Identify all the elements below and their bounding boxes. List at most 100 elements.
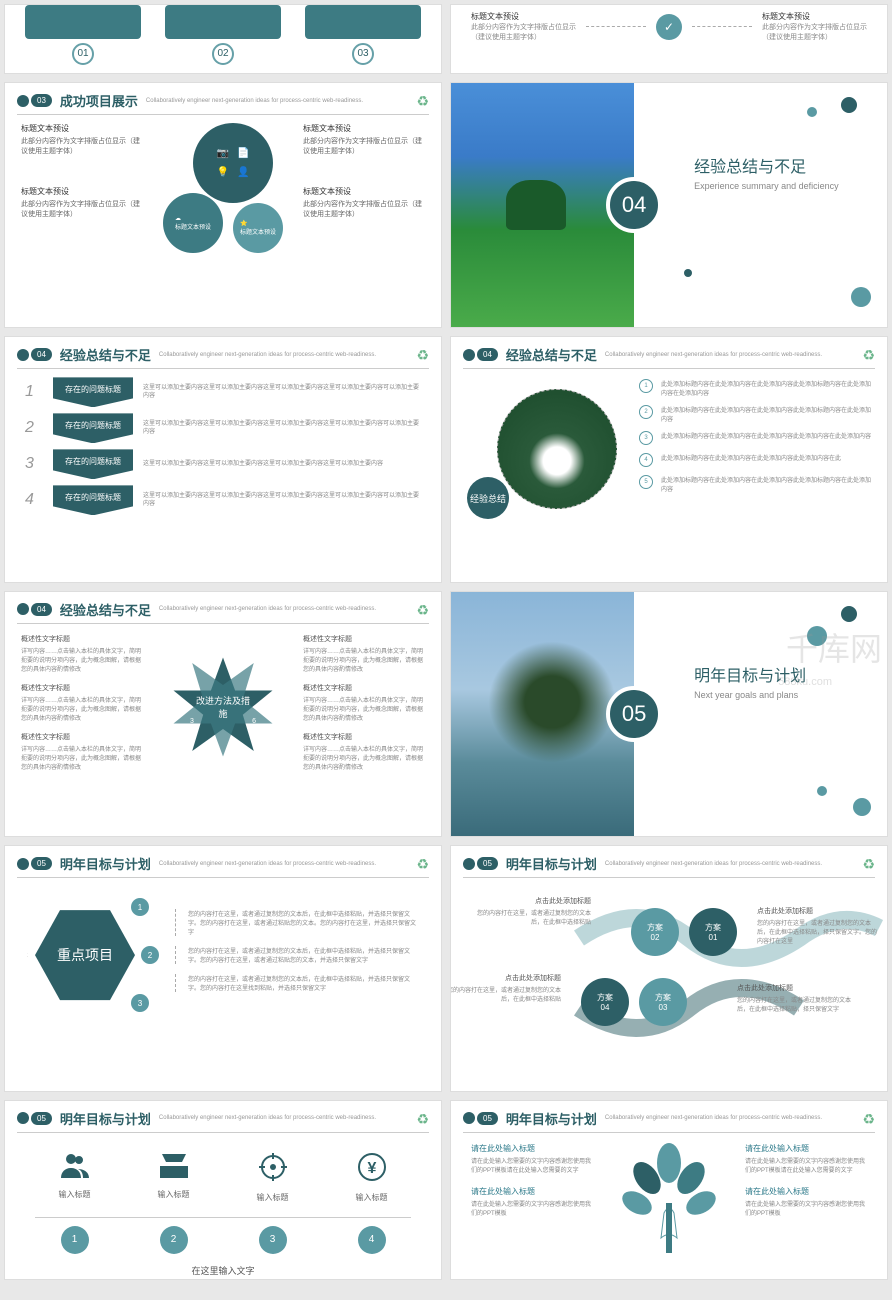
icon-item: 输入标题 xyxy=(134,1153,213,1209)
slide-subtitle: Collaboratively engineer next-generation… xyxy=(146,98,363,104)
list-item: 概述性文字标题详写内容……点击输入本栏的具体文字，简明扼要的说明分项内容，此为概… xyxy=(21,634,143,673)
num-badge: 01 xyxy=(25,43,141,65)
item-body: 此部分内容作为文字排版占位显示（建议使用主题字体） xyxy=(303,136,425,156)
section-number: 04 xyxy=(606,177,662,233)
item-title: 标题文本预设 xyxy=(471,11,576,22)
list-item: 请在此处输入标题请在此处输入您需要的文字内容感谢您使用我们的PPT模板 xyxy=(745,1186,867,1217)
svg-text:¥: ¥ xyxy=(367,1160,376,1177)
slide-title: 经验总结与不足 xyxy=(506,345,597,364)
num-badge: 4 xyxy=(358,1226,386,1254)
slide-title: 成功项目展示 xyxy=(60,91,138,110)
item-title: 标题文本预设 xyxy=(21,186,143,197)
icon-item: 输入标题 xyxy=(35,1153,114,1209)
slide-arrows: 04 经验总结与不足 Collaboratively engineer next… xyxy=(4,336,442,582)
slide-title: 明年目标与计划 xyxy=(60,1109,151,1128)
item-title: 标题文本预设 xyxy=(762,11,867,22)
box xyxy=(165,5,281,39)
list-item: 概述性文字标题详写内容……点击输入本栏的具体文字，简明扼要的说明分项内容，此为概… xyxy=(303,634,425,673)
arrow-shape: 存在的问题标题 xyxy=(53,413,133,443)
slide-subtitle: Collaboratively engineer next-generation… xyxy=(159,861,376,867)
list-item: 概述性文字标题详写内容……点击输入本栏的具体文字，简明扼要的说明分项内容，此为概… xyxy=(21,732,143,771)
list-row: 4 存在的问题标题 这里可以添加主要内容这里可以添加主要内容这里可以添加主要内容… xyxy=(25,485,421,515)
item-body: 此部分内容作为文字排版占位显示（建议使用主题字体） xyxy=(762,22,867,42)
slide-curve: 05 明年目标与计划 Collaboratively engineer next… xyxy=(450,845,888,1091)
slide-subtitle: Collaboratively engineer next-generation… xyxy=(159,352,376,358)
list-item: 点击此处添加标题您的内容打在这里，或者通过复制您的文本后，在此框中选择粘贴 xyxy=(471,896,591,926)
slide-badge: 05 xyxy=(31,1112,52,1125)
slide-title: 明年目标与计划 xyxy=(506,854,597,873)
section-divider-04: 04 经验总结与不足 Experience summary and defici… xyxy=(450,82,888,328)
num-badge: 2 xyxy=(160,1226,188,1254)
num-dot: 1 xyxy=(131,898,149,916)
slide-subtitle: Collaboratively engineer next-generation… xyxy=(605,861,822,867)
list-item: 请在此处输入标题请在此处输入您需要的文字内容感谢您使用我们的PPT模板 xyxy=(471,1186,593,1217)
slide-badge: 05 xyxy=(477,857,498,870)
people-icon xyxy=(35,1153,114,1185)
slide-subtitle: Collaboratively engineer next-generation… xyxy=(159,1115,376,1121)
list-item: 点击此处添加标题您的内容打在这里，或者通过复制您的文本后，在此框中选择粘贴 xyxy=(450,973,561,1003)
plan-circle: 方案02 xyxy=(631,908,679,956)
yen-icon: ¥ xyxy=(332,1153,411,1188)
list-item: 4此处添加标题内容在此处添加内容在此处添加内容此处添加内容在此 xyxy=(639,453,871,467)
section-number: 05 xyxy=(606,686,662,742)
slide-1: 01 02 03 xyxy=(4,4,442,74)
slide-title: 明年目标与计划 xyxy=(60,854,151,873)
bottom-text: 在这里输入文字 xyxy=(35,1264,411,1277)
slide-subtitle: Collaboratively engineer next-generation… xyxy=(605,1115,822,1121)
arrow-shape: 存在的问题标题 xyxy=(53,377,133,407)
list-item: 请在此处输入标题请在此处输入您需要的文字内容感谢您使用我们的PPT模板请在此处输… xyxy=(745,1143,867,1174)
star-label: 改进方法及措施 xyxy=(196,694,251,720)
icon-item: 输入标题 xyxy=(233,1153,312,1209)
num-dot: 3 xyxy=(131,994,149,1012)
star-shape: 改进方法及措施 1 2 3 4 5 6 xyxy=(168,652,278,762)
slide-badge: 05 xyxy=(31,857,52,870)
gear-icon: 📷📄💡👤 xyxy=(193,123,273,203)
section-divider-05: 05 明年目标与计划 Next year goals and plans xyxy=(450,591,888,837)
num-badge: 03 xyxy=(305,43,421,65)
slide-hexagon: 05 明年目标与计划 Collaboratively engineer next… xyxy=(4,845,442,1091)
item-body: 此部分内容作为文字排版占位显示（建议使用主题字体） xyxy=(471,22,576,42)
slide-2: 标题文本预设 此部分内容作为文字排版占位显示（建议使用主题字体） ✓ 标题文本预… xyxy=(450,4,888,74)
list-item: 概述性文字标题详写内容……点击输入本栏的具体文字，简明扼要的说明分项内容，此为概… xyxy=(303,683,425,722)
recycle-icon: ♻ xyxy=(416,602,429,619)
section-subtitle: Experience summary and deficiency xyxy=(694,181,867,191)
slide-subtitle: Collaboratively engineer next-generation… xyxy=(159,606,376,612)
arrow-shape: 存在的问题标题 xyxy=(53,449,133,479)
list-item: 概述性文字标题详写内容……点击输入本栏的具体文字，简明扼要的说明分项内容，此为概… xyxy=(21,683,143,722)
num-dot: 2 xyxy=(141,946,159,964)
list-item: 概述性文字标题详写内容……点击输入本栏的具体文字，简明扼要的说明分项内容，此为概… xyxy=(303,732,425,771)
recycle-icon: ♻ xyxy=(862,856,875,873)
list-row: 2 存在的问题标题 这里可以添加主要内容这里可以添加主要内容这里可以添加主要内容… xyxy=(25,413,421,443)
section-title: 经验总结与不足 xyxy=(694,153,867,177)
list-item: 您的内容打在这里，或者通过复制您的文本后，在此框中选择粘贴，并选择只保留文字。您… xyxy=(175,974,421,992)
slide-title: 经验总结与不足 xyxy=(60,600,151,619)
slide-title: 经验总结与不足 xyxy=(60,345,151,364)
list-item: 您的内容打在这里，或者通过复制您的文本后，在此框中选择粘贴，并选择只保留文字。您… xyxy=(175,946,421,964)
item-title: 标题文本预设 xyxy=(303,123,425,134)
list-item: 点击此处添加标题您的内容打在这里，或者通过复制您的文本后，在此框中选择粘贴，择只… xyxy=(737,983,857,1013)
num-badge: 02 xyxy=(165,43,281,65)
icon-item: ¥ 输入标题 xyxy=(332,1153,411,1209)
list-item: 您的内容打在这里，或者通过复制您的文本后，在此框中选择粘贴，并选择只保留文字。您… xyxy=(175,909,421,936)
item-title: 标题文本预设 xyxy=(303,186,425,197)
slide-badge: 05 xyxy=(477,1112,498,1125)
slide-grid: 01 02 03 标题文本预设 此部分内容作为文字排版占位显示（建议使用主题字体… xyxy=(4,4,888,1280)
list-item: 请在此处输入标题请在此处输入您需要的文字内容感谢您使用我们的PPT模板请在此处输… xyxy=(471,1143,593,1174)
item-body: 此部分内容作为文字排版占位显示（建议使用主题字体） xyxy=(21,136,143,156)
slide-icons: 05 明年目标与计划 Collaboratively engineer next… xyxy=(4,1100,442,1280)
recycle-icon: ♻ xyxy=(416,1111,429,1128)
section-subtitle: Next year goals and plans xyxy=(694,690,867,700)
watermark-sub: 588ku.com xyxy=(778,676,832,688)
recycle-icon: ♻ xyxy=(862,347,875,364)
list-item: 2此处添加标题内容在此处添加内容在此处添加内容此处添加标题内容在此处添加内容 xyxy=(639,405,871,423)
slide-swan: 04 经验总结与不足 Collaboratively engineer next… xyxy=(450,336,888,582)
list-item: 点击此处添加标题您的内容打在这里，或者通过复制您的文本后，在此框中选择粘贴，择只… xyxy=(757,906,877,945)
circle-image xyxy=(497,389,617,509)
check-icon: ✓ xyxy=(656,14,682,40)
recycle-icon: ♻ xyxy=(416,856,429,873)
recycle-icon: ♻ xyxy=(862,1111,875,1128)
slide-badge: 03 xyxy=(31,94,52,107)
slide-badge: 04 xyxy=(477,348,498,361)
road-icon xyxy=(134,1153,213,1185)
plan-circle: 方案01 xyxy=(689,908,737,956)
